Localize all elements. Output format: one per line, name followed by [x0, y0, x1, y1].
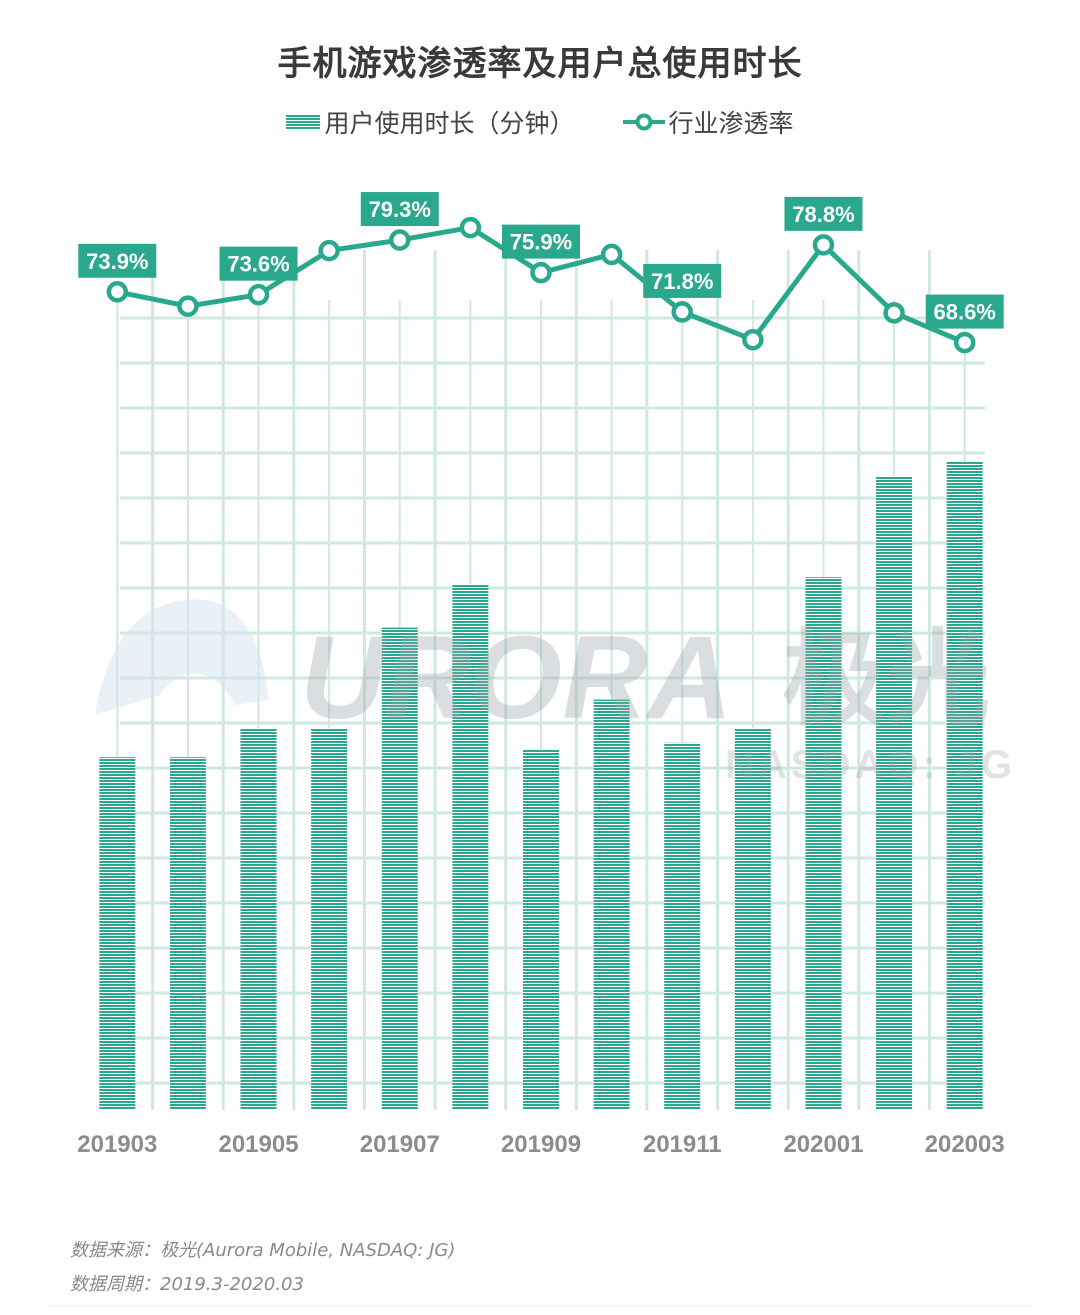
- data-label-text: 73.6%: [227, 252, 289, 277]
- line-point-201906: [318, 239, 340, 262]
- data-label-text: 73.9%: [86, 249, 148, 274]
- bar-201905: [240, 728, 277, 1110]
- data-label-text: 78.8%: [792, 202, 854, 227]
- x-tick-201907: 201907: [360, 1131, 440, 1158]
- line-series: [106, 216, 976, 354]
- line-point-201907: [389, 229, 411, 251]
- line-point-202002: [883, 302, 905, 324]
- line-point-202001: [812, 234, 835, 256]
- bottom-divider: [50, 1306, 1030, 1307]
- bar-201910: [593, 699, 630, 1110]
- data-label-box: [78, 243, 157, 278]
- legend-item-duration: 用户使用时长（分钟）: [286, 104, 575, 140]
- bar-201912: [734, 728, 771, 1110]
- line-point-201912: [742, 328, 764, 351]
- data-label-202003: 68.6%: [925, 294, 1004, 329]
- line-point-202003: [953, 331, 976, 354]
- legend-label-duration: 用户使用时长（分钟）: [324, 109, 575, 138]
- combo-chart: 73.9% 73.6% 79.3% 75.9% 71.8% 78.8% 68.6% 2019…: [77, 192, 1005, 1158]
- x-tick-201911: 201911: [643, 1131, 722, 1158]
- data-label-box: [219, 246, 298, 281]
- legend-swatch-line: [622, 113, 665, 131]
- data-label-202001: 78.8%: [784, 196, 863, 231]
- data-label-text: 68.6%: [933, 300, 995, 325]
- x-tick-202003: 202003: [925, 1131, 1005, 1158]
- data-label-201905: 73.6%: [219, 246, 298, 281]
- bar-201906: [311, 728, 348, 1110]
- legend-label-penetration: 行业渗透率: [668, 109, 794, 138]
- line-point-201911: [671, 301, 693, 323]
- line-point-201908: [459, 216, 482, 239]
- bar-201903: [99, 757, 136, 1110]
- data-label-box: [925, 294, 1004, 329]
- bar-series: [99, 462, 983, 1110]
- line-point-201909: [530, 261, 552, 284]
- x-tick-201905: 201905: [218, 1131, 298, 1158]
- legend-swatch-bar: [286, 115, 321, 129]
- data-label-201909: 75.9%: [502, 224, 580, 259]
- data-label-box: [502, 224, 580, 259]
- data-label-text: 75.9%: [510, 230, 572, 255]
- bar-202001: [805, 577, 842, 1110]
- data-labels: 73.9% 73.6% 79.3% 75.9% 71.8% 78.8% 68.6%: [78, 192, 1004, 329]
- bar-202003: [946, 462, 983, 1110]
- data-label-box: [643, 263, 722, 298]
- bar-201907: [381, 627, 418, 1110]
- x-tick-201909: 201909: [501, 1131, 581, 1158]
- line-point-201905: [247, 283, 270, 306]
- x-axis-ticks: 201903 201905 201907 201909 201911 202001 2020…: [77, 1131, 1004, 1158]
- bar-201904: [169, 757, 206, 1110]
- line-point-201910: [600, 243, 623, 266]
- bar-201909: [523, 750, 559, 1110]
- data-label-text: 79.3%: [369, 197, 431, 222]
- data-label-text: 71.8%: [651, 269, 713, 294]
- chart-legend: 用户使用时长（分钟） 行业渗透率: [0, 104, 1080, 140]
- x-tick-201903: 201903: [77, 1131, 157, 1158]
- data-source-note: 数据来源：极光(Aurora Mobile, NASDAQ: JG): [70, 1240, 456, 1261]
- data-label-box: [784, 196, 863, 231]
- data-period-note: 数据周期：2019.3-2020.03: [70, 1274, 304, 1295]
- bar-201911: [664, 742, 701, 1110]
- bar-201908: [452, 584, 489, 1110]
- bar-202002: [876, 476, 913, 1110]
- data-label-201907: 79.3%: [360, 192, 439, 227]
- chart-title: 手机游戏渗透率及用户总使用时长: [277, 44, 803, 84]
- data-label-box: [360, 192, 439, 227]
- data-label-201903: 73.9%: [78, 243, 157, 278]
- data-label-201911: 71.8%: [643, 263, 722, 298]
- x-tick-202001: 202001: [783, 1131, 863, 1158]
- legend-item-penetration: 行业渗透率: [622, 104, 794, 140]
- line-point-201903: [106, 281, 129, 303]
- line-point-201904: [177, 295, 199, 317]
